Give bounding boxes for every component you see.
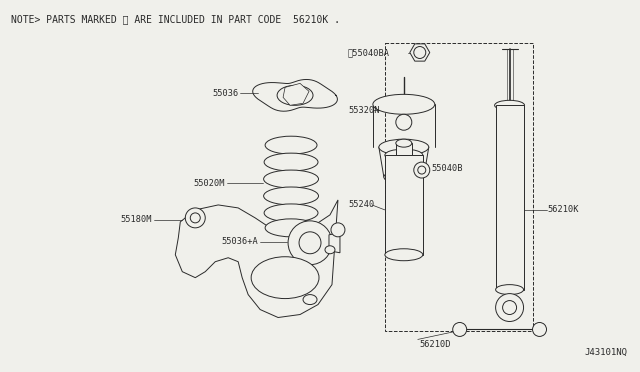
Circle shape bbox=[495, 294, 524, 321]
Ellipse shape bbox=[264, 170, 319, 188]
Ellipse shape bbox=[251, 257, 319, 299]
Ellipse shape bbox=[264, 153, 318, 171]
Bar bbox=[385, 42, 532, 331]
Text: 55040B: 55040B bbox=[432, 164, 463, 173]
Polygon shape bbox=[329, 233, 340, 253]
Bar bbox=[396, 143, 412, 155]
Circle shape bbox=[331, 223, 345, 237]
Ellipse shape bbox=[325, 246, 335, 254]
Ellipse shape bbox=[385, 149, 423, 161]
Polygon shape bbox=[283, 83, 309, 105]
Ellipse shape bbox=[277, 86, 313, 105]
Polygon shape bbox=[410, 44, 430, 61]
Text: 55020M: 55020M bbox=[194, 179, 225, 187]
Text: 55180M: 55180M bbox=[121, 215, 152, 224]
Text: 55320N: 55320N bbox=[348, 106, 380, 115]
Text: 55240: 55240 bbox=[348, 201, 374, 209]
Circle shape bbox=[452, 323, 467, 336]
Circle shape bbox=[288, 221, 332, 265]
Circle shape bbox=[299, 232, 321, 254]
Text: J43101NQ: J43101NQ bbox=[584, 348, 627, 357]
Circle shape bbox=[414, 162, 430, 178]
Circle shape bbox=[190, 213, 200, 223]
Text: 55036: 55036 bbox=[212, 89, 238, 98]
Ellipse shape bbox=[385, 249, 423, 261]
Ellipse shape bbox=[384, 170, 424, 184]
Ellipse shape bbox=[495, 285, 524, 295]
Ellipse shape bbox=[265, 136, 317, 154]
Text: 56210D: 56210D bbox=[420, 340, 451, 349]
Ellipse shape bbox=[495, 100, 525, 110]
Ellipse shape bbox=[264, 204, 318, 222]
Bar bbox=[495, 105, 524, 290]
Text: 56210K: 56210K bbox=[547, 205, 579, 214]
Ellipse shape bbox=[264, 187, 319, 205]
Ellipse shape bbox=[396, 139, 412, 147]
Text: 55036+A: 55036+A bbox=[221, 237, 258, 246]
Circle shape bbox=[414, 46, 426, 58]
Circle shape bbox=[396, 114, 412, 130]
Text: NOTE> PARTS MARKED ※ ARE INCLUDED IN PART CODE  56210K .: NOTE> PARTS MARKED ※ ARE INCLUDED IN PAR… bbox=[11, 15, 340, 25]
Circle shape bbox=[532, 323, 547, 336]
Ellipse shape bbox=[379, 139, 429, 155]
Circle shape bbox=[186, 208, 205, 228]
Polygon shape bbox=[175, 200, 338, 318]
Circle shape bbox=[502, 301, 516, 314]
Ellipse shape bbox=[303, 295, 317, 305]
Ellipse shape bbox=[265, 219, 317, 237]
Circle shape bbox=[418, 166, 426, 174]
Ellipse shape bbox=[373, 94, 435, 114]
Text: ※55040BA: ※55040BA bbox=[348, 48, 390, 57]
Bar bbox=[385, 155, 423, 255]
